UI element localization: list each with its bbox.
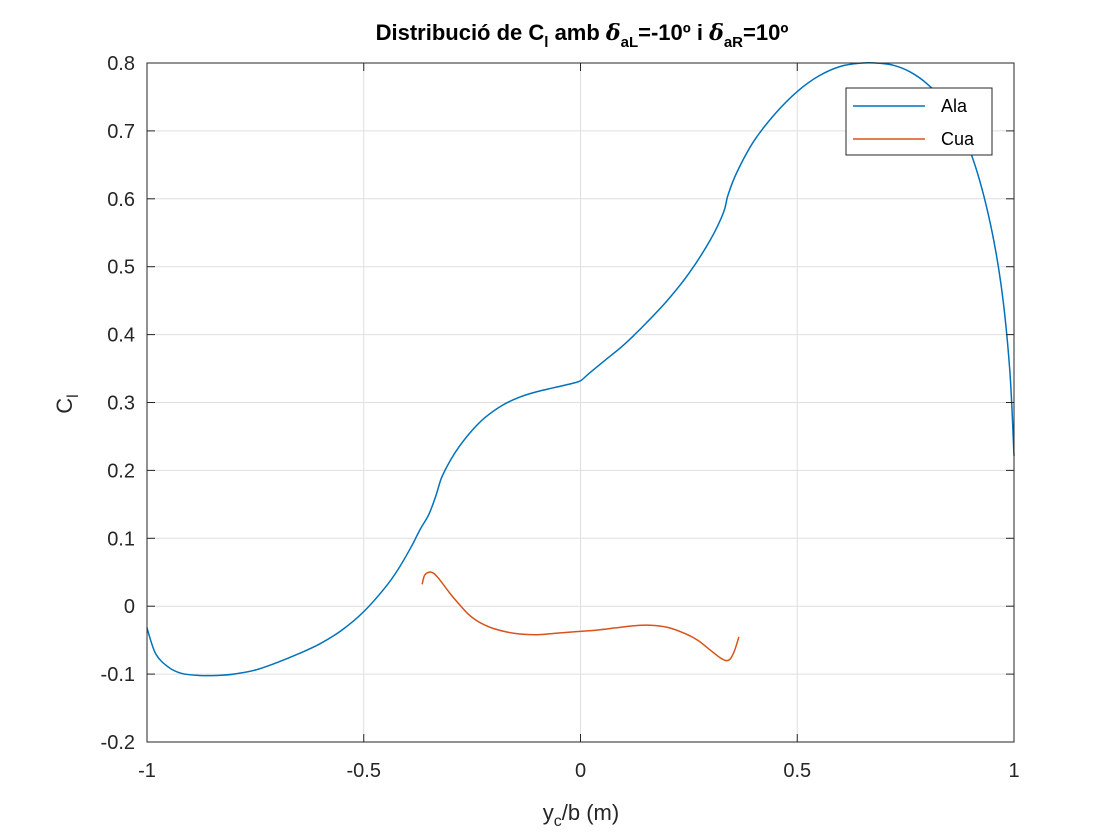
title-delta-left-subscript: aL (621, 34, 639, 51)
y-tick-label: -0.2 (101, 732, 135, 754)
y-tick-label: 0.5 (107, 257, 135, 279)
x-tick-label: -0.5 (347, 760, 381, 782)
grid-lines (147, 63, 1014, 742)
y-tick-label: 0.1 (107, 528, 135, 550)
y-tick-label: 0.7 (107, 121, 135, 143)
title-mid: amb (548, 20, 605, 45)
y-tick-label: -0.1 (101, 664, 135, 686)
x-tick-label: 1 (1008, 760, 1019, 782)
y-axis-label-main: C (52, 398, 77, 414)
x-tick-label: -1 (138, 760, 156, 782)
legend-box (845, 87, 993, 156)
axis-ticks (146, 62, 1015, 743)
y-tick-label: 0.8 (107, 53, 135, 75)
chart-title: Distribució de Cl amb δaL=-10º i δaR=10º (376, 20, 789, 51)
y-tick-label: 0.3 (107, 393, 135, 415)
legend-label-ala: Ala (941, 96, 968, 116)
title-delta-right-subscript: aR (724, 34, 743, 51)
y-tick-label: 0.2 (107, 460, 135, 482)
x-axis-label-main: y (543, 800, 554, 825)
y-axis-label-subscript: l (65, 394, 82, 398)
x-axis-label: yc/b (m) (543, 800, 619, 830)
y-tick-label: 0.6 (107, 189, 135, 211)
y-tick-label: 0.4 (107, 325, 135, 347)
x-axis-label-subscript: c (554, 813, 562, 830)
title-delta-left-value: =-10º i (638, 20, 709, 45)
x-tick-label: 0 (575, 760, 586, 782)
series-line-cua (421, 571, 740, 662)
y-axis-label: Cl (52, 394, 82, 413)
x-tick-label: 0.5 (783, 760, 811, 782)
x-axis-label-rest: /b (m) (562, 800, 619, 825)
title-delta-right: δ (708, 20, 724, 46)
tick-labels: -1 -0.5 0 0.5 1 -0.2 -0.1 0 0.1 0.2 0.3 0.4 0.5 0.6 0.… (101, 53, 1020, 782)
title-delta-right-value: =10º (743, 20, 788, 45)
title-pre: Distribució de C (376, 20, 545, 45)
title-pre-subscript: l (544, 34, 548, 51)
legend: Ala Cua (845, 87, 993, 156)
y-tick-label: 0 (124, 596, 135, 618)
title-delta-left: δ (605, 20, 621, 46)
legend-label-cua: Cua (941, 129, 975, 149)
